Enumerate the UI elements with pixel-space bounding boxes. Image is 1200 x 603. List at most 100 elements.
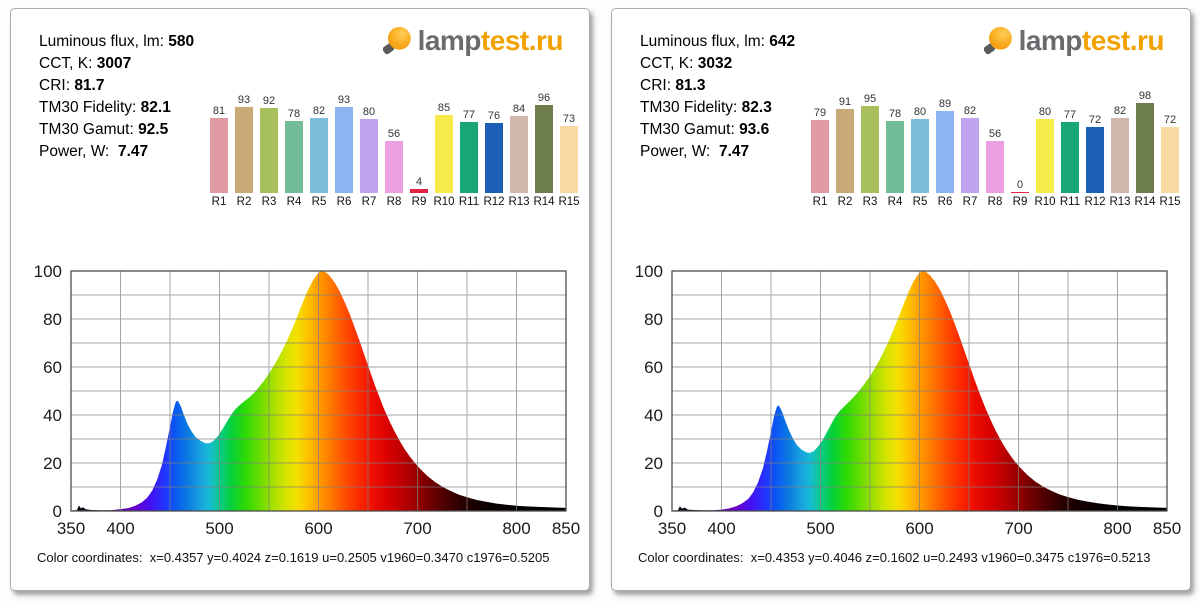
y-axis-tick-label: 20 [43, 454, 62, 473]
cri-bar-label: R5 [311, 196, 327, 208]
cri-bar-group: 93 R6 [335, 87, 353, 208]
info-value: 92.5 [138, 121, 169, 138]
info-block: Luminous flux, lm: 580 CCT, K: 3007 CRI: 8… [39, 31, 194, 163]
cri-bar-value: 80 [1038, 106, 1052, 119]
y-axis-tick-label: 40 [43, 406, 62, 425]
cri-bar [811, 120, 829, 193]
cri-bar-label: R8 [987, 196, 1003, 208]
info-line: CRI: 81.3 [640, 75, 795, 97]
info-value: 82.3 [741, 99, 772, 116]
cri-bar-stack: 92 [260, 87, 278, 193]
cri-bar [410, 189, 428, 193]
cri-bar-value: 77 [1063, 109, 1077, 122]
cri-bar-group: 82 R7 [961, 87, 979, 208]
cri-bar-value: 72 [1163, 113, 1177, 126]
cri-bar-label: R14 [533, 196, 555, 208]
cri-bar-stack: 72 [1161, 87, 1179, 193]
cri-bar [460, 122, 478, 193]
cri-bar-value: 84 [512, 102, 526, 115]
cri-bar-label: R3 [261, 196, 277, 208]
cri-bar-value: 82 [1113, 104, 1127, 117]
cri-bar-group: 96 R14 [533, 87, 555, 208]
info-line: Power, W: 7.47 [640, 141, 795, 163]
cri-bar-value: 82 [963, 104, 977, 117]
lamp-bulb-icon [983, 26, 1012, 55]
cri-bar-stack: 76 [485, 87, 503, 193]
cri-bar-group: 76 R12 [483, 87, 504, 208]
cri-bar-stack: 82 [961, 87, 979, 193]
info-value: 7.47 [117, 143, 149, 160]
cri-bar-label: R2 [837, 196, 853, 208]
cri-bar-group: 92 R3 [260, 87, 278, 208]
cri-bar-value: 82 [312, 104, 326, 117]
info-value: 81.7 [74, 77, 105, 94]
color-coordinates: Color coordinates: x=0.4353 y=0.4046 z=0… [638, 550, 1151, 565]
x-axis-tick-label: 350 [57, 519, 85, 537]
color-coordinates: Color coordinates: x=0.4357 y=0.4024 z=0… [37, 550, 550, 565]
info-value: 93.6 [739, 121, 770, 138]
cri-bar [485, 123, 503, 193]
info-label: CCT, K: [39, 55, 93, 72]
lamp-bulb-icon [382, 26, 411, 55]
cri-bar-label: R1 [812, 196, 828, 208]
info-label: TM30 Fidelity: [640, 99, 738, 116]
cri-bar-value: 93 [337, 94, 351, 107]
cri-bar-value: 73 [562, 112, 576, 125]
cri-bar-group: 98 R14 [1134, 87, 1156, 208]
cri-bar-stack: 79 [811, 87, 829, 193]
logo-text-testru: test.ru [1081, 25, 1165, 56]
cri-bar-label: R2 [236, 196, 252, 208]
y-axis-tick-label: 80 [644, 310, 663, 329]
cri-bar-value: 85 [437, 101, 451, 114]
cri-bar-group: 72 R15 [1159, 87, 1180, 208]
y-axis-tick-label: 80 [43, 310, 62, 329]
cri-bar-label: R15 [558, 196, 580, 208]
info-block: Luminous flux, lm: 642 CCT, K: 3032 CRI: 8… [640, 31, 795, 163]
cri-bar-stack: 72 [1086, 87, 1104, 193]
cri-bar-group: 85 R10 [433, 87, 454, 208]
cri-bar [1086, 126, 1104, 193]
cri-bar-group: 56 R8 [986, 87, 1004, 208]
cri-bar-value: 89 [938, 98, 952, 111]
cri-bar-group: 81 R1 [210, 87, 228, 208]
info-label: TM30 Gamut: [640, 121, 735, 138]
plot-grid [671, 270, 1168, 512]
plot-border [70, 270, 567, 512]
cri-bar-group: 93 R2 [235, 87, 253, 208]
logo-text-lamp: lamp [417, 25, 482, 56]
lamptest-logo: lamptest.ru [382, 25, 564, 57]
cri-bar [836, 109, 854, 193]
y-axis-tick-label: 0 [654, 502, 663, 521]
cri-bar-value: 56 [387, 128, 401, 141]
info-label: Luminous flux, lm: [39, 33, 164, 50]
cri-bar [535, 104, 553, 193]
cri-bar-label: R13 [508, 196, 530, 208]
cri-bar-stack: 81 [210, 87, 228, 193]
cri-bar-value: 76 [487, 110, 501, 123]
info-label: CRI: [39, 77, 70, 94]
x-axis-tick-label: 500 [806, 519, 834, 537]
cri-bar-group: 4 R9 [410, 87, 428, 208]
cri-bar [1136, 102, 1154, 193]
cri-bar-stack: 84 [510, 87, 528, 193]
info-line: TM30 Gamut: 93.6 [640, 119, 795, 141]
cri-bar [1161, 126, 1179, 193]
info-label: TM30 Fidelity: [39, 99, 137, 116]
cri-bar-stack: 0 [1011, 87, 1029, 193]
cri-bar-stack: 78 [285, 87, 303, 193]
cri-bar-group: 82 R13 [1109, 87, 1130, 208]
cri-bar-label: R11 [1059, 196, 1081, 208]
info-value: 7.47 [718, 143, 750, 160]
cri-bar-group: 91 R2 [836, 87, 854, 208]
cri-bar-value: 78 [888, 108, 902, 121]
cri-bar-group: 80 R5 [911, 87, 929, 208]
spectrum-chart: 0 20 40 60 80 100 350 400 500 600 700 800 850 [635, 262, 1182, 537]
info-value: 3032 [697, 55, 733, 72]
cri-bar [1111, 117, 1129, 193]
x-axis-tick-label: 350 [658, 519, 686, 537]
cri-bar-label: R14 [1134, 196, 1156, 208]
cri-bar [210, 118, 228, 193]
cri-bar-group: 77 R11 [459, 87, 479, 208]
x-axis-tick-label: 600 [905, 519, 933, 537]
y-axis-tick-label: 40 [644, 406, 663, 425]
